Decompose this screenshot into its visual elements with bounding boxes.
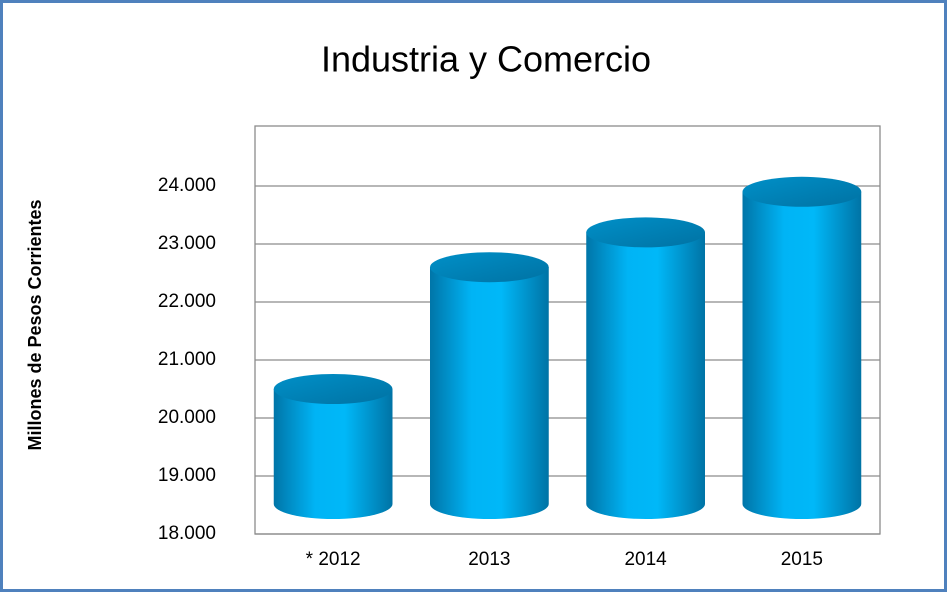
y-tick-label: 23.000: [158, 233, 216, 254]
y-tick-label: 24.000: [158, 175, 216, 196]
y-tick-label: 20.000: [158, 407, 216, 428]
cylinder-body: [430, 267, 549, 519]
y-axis-label: Millones de Pesos Corrientes: [25, 199, 45, 450]
x-tick-label: * 2012: [306, 549, 361, 570]
y-tick-label: 18.000: [158, 523, 216, 544]
cylinder-body: [586, 232, 705, 520]
x-tick-label: 2014: [624, 549, 667, 570]
y-tick-label: 19.000: [158, 465, 216, 486]
bar: [273, 374, 393, 520]
bar: [586, 217, 705, 520]
cylinder-top: [273, 374, 393, 404]
cylinder-top: [742, 176, 862, 207]
cylinder-top: [586, 217, 705, 248]
bar: [742, 176, 862, 520]
cylinder-body: [742, 191, 862, 520]
y-tick-label: 21.000: [158, 349, 216, 370]
cylinder-top: [430, 252, 549, 283]
x-tick-label: 2013: [468, 549, 510, 570]
y-tick-label: 22.000: [158, 291, 216, 312]
chart-title: Industria y Comercio: [321, 39, 651, 80]
cylinder-body: [273, 389, 393, 520]
x-tick-label: 2015: [781, 549, 823, 570]
bar: [430, 252, 549, 519]
